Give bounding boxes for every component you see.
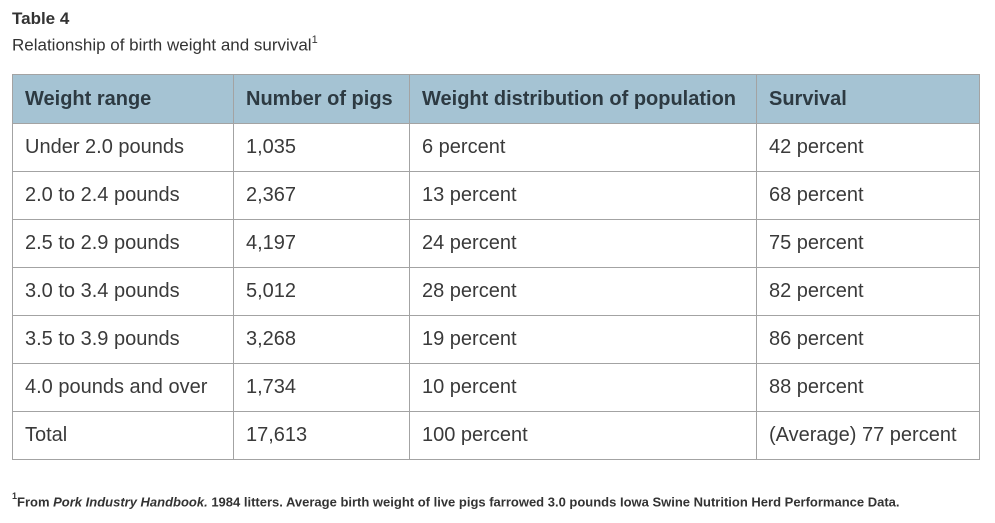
cell-weight-range: 3.0 to 3.4 pounds xyxy=(12,267,234,316)
footnote-prefix: From xyxy=(17,494,54,510)
footnote-marker: 1 xyxy=(311,34,318,46)
cell-survival: 42 percent xyxy=(756,123,980,172)
table-row: 4.0 pounds and over 1,734 10 percent 88 … xyxy=(12,363,980,412)
cell-weight-range: 4.0 pounds and over xyxy=(12,363,234,412)
birth-weight-table: Weight range Number of pigs Weight distr… xyxy=(12,74,980,460)
footnote-number: 1 xyxy=(12,491,18,501)
table-row: 3.0 to 3.4 pounds 5,012 28 percent 82 pe… xyxy=(12,267,980,316)
table-row: Under 2.0 pounds 1,035 6 percent 42 perc… xyxy=(12,123,980,172)
cell-survival: 88 percent xyxy=(756,363,980,412)
footnote-source-title: Pork Industry Handbook. xyxy=(53,494,208,510)
table-row-total: Total 17,613 100 percent (Average) 77 pe… xyxy=(12,411,980,460)
cell-number-of-pigs: 5,012 xyxy=(233,267,410,316)
column-header-number-of-pigs: Number of pigs xyxy=(233,74,410,124)
table-row: 3.5 to 3.9 pounds 3,268 19 percent 86 pe… xyxy=(12,315,980,364)
table-subtitle-text: Relationship of birth weight and surviva… xyxy=(12,35,312,55)
column-header-survival: Survival xyxy=(756,74,980,124)
cell-survival: 86 percent xyxy=(756,315,980,364)
cell-number-of-pigs: 1,734 xyxy=(233,363,410,412)
table-row: 2.5 to 2.9 pounds 4,197 24 percent 75 pe… xyxy=(12,219,980,268)
cell-number-of-pigs: 1,035 xyxy=(233,123,410,172)
cell-weight-distribution: 6 percent xyxy=(409,123,757,172)
cell-weight-range: 2.5 to 2.9 pounds xyxy=(12,219,234,268)
cell-weight-distribution: 10 percent xyxy=(409,363,757,412)
cell-number-of-pigs: 4,197 xyxy=(233,219,410,268)
footnote-text: 1984 litters. Average birth weight of li… xyxy=(207,494,900,510)
table-header-row: Weight range Number of pigs Weight distr… xyxy=(12,74,980,124)
cell-number-of-pigs: 2,367 xyxy=(233,171,410,220)
table-row: 2.0 to 2.4 pounds 2,367 13 percent 68 pe… xyxy=(12,171,980,220)
cell-weight-distribution: 24 percent xyxy=(409,219,757,268)
footnote: 1From Pork Industry Handbook. 1984 litte… xyxy=(12,491,900,510)
table-subtitle: Relationship of birth weight and surviva… xyxy=(12,34,318,56)
table-title: Table 4 xyxy=(12,9,70,28)
cell-weight-distribution: 28 percent xyxy=(409,267,757,316)
cell-weight-range: 2.0 to 2.4 pounds xyxy=(12,171,234,220)
column-header-weight-range: Weight range xyxy=(12,74,234,124)
cell-weight-range: Total xyxy=(12,411,234,460)
cell-weight-distribution: 19 percent xyxy=(409,315,757,364)
cell-weight-range: Under 2.0 pounds xyxy=(12,123,234,172)
cell-weight-distribution: 13 percent xyxy=(409,171,757,220)
cell-survival: (Average) 77 percent xyxy=(756,411,980,460)
cell-survival: 82 percent xyxy=(756,267,980,316)
cell-weight-distribution: 100 percent xyxy=(409,411,757,460)
cell-survival: 68 percent xyxy=(756,171,980,220)
column-header-weight-distribution: Weight distribution of population xyxy=(409,74,757,124)
cell-number-of-pigs: 17,613 xyxy=(233,411,410,460)
cell-weight-range: 3.5 to 3.9 pounds xyxy=(12,315,234,364)
cell-survival: 75 percent xyxy=(756,219,980,268)
cell-number-of-pigs: 3,268 xyxy=(233,315,410,364)
